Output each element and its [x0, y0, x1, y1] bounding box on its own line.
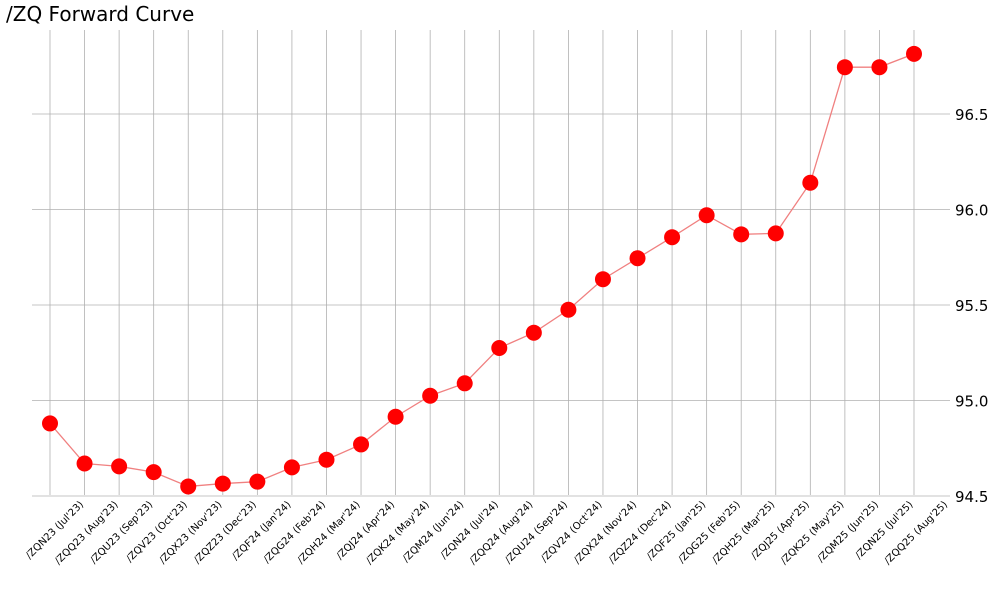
- data-point: [525, 324, 542, 341]
- x-tick-label: /ZQG25 (Feb'25): [676, 499, 742, 565]
- x-tick-label: /ZQV23 (Oct'23): [124, 499, 189, 564]
- x-tick-label: /ZQF25 (Jan'25): [645, 499, 708, 562]
- x-tick-label: /ZQV24 (Oct'24): [539, 499, 604, 564]
- y-tick-label: 94.5: [955, 488, 988, 506]
- data-point: [802, 174, 819, 191]
- series-line: [49, 53, 915, 488]
- y-tick-label: 95.0: [955, 393, 988, 411]
- x-tick-label: /ZQN23 (Jul'23): [24, 499, 86, 561]
- data-point: [629, 250, 646, 267]
- x-tick-label: /ZQM25 (Jun'25): [816, 499, 881, 564]
- data-point: [387, 408, 404, 425]
- x-tick-label: /ZQH24 (Mar'24): [296, 499, 363, 566]
- x-tick-label: /ZQZ23 (Dec'23): [192, 499, 259, 566]
- data-point: [456, 375, 473, 392]
- x-tick-label: /ZQQ23 (Aug'23): [53, 499, 121, 567]
- x-tick-label: /ZQU24 (Sep'24): [503, 499, 570, 566]
- data-point: [111, 458, 128, 475]
- x-tick-label: /ZQU23 (Sep'23): [88, 499, 155, 566]
- x-tick-label: /ZQK24 (May'24): [364, 499, 432, 567]
- data-point: [422, 387, 439, 404]
- x-tick-label: /ZQF24 (Jan'24): [230, 499, 293, 562]
- x-tick-label: /ZQJ24 (Apr'24): [335, 499, 398, 562]
- data-point: [836, 59, 853, 76]
- x-tick-label: /ZQQ25 (Aug'25): [882, 499, 950, 567]
- data-point: [664, 229, 681, 246]
- x-tick-label: /ZQQ24 (Aug'24): [468, 499, 536, 567]
- data-point: [767, 225, 784, 242]
- data-point: [733, 226, 750, 243]
- x-tick-label: /ZQJ25 (Apr'25): [749, 499, 812, 562]
- data-point: [42, 415, 58, 432]
- data-point: [214, 475, 231, 492]
- data-point: [906, 45, 922, 62]
- data-point: [560, 301, 577, 318]
- x-tick-label: /ZQX24 (Nov'24): [572, 499, 639, 566]
- data-point: [76, 455, 93, 472]
- x-tick-label: /ZQX23 (Nov'23): [157, 499, 224, 566]
- data-point: [180, 478, 197, 495]
- x-tick-label: /ZQZ24 (Dec'24): [607, 499, 674, 566]
- x-tick-label: /ZQG24 (Feb'24): [262, 499, 328, 565]
- x-tick-label: /ZQH25 (Mar'25): [710, 499, 777, 566]
- y-tick-label: 95.5: [955, 297, 988, 315]
- y-tick-label: 96.5: [955, 106, 988, 124]
- data-point: [871, 59, 888, 76]
- x-tick-label: /ZQK25 (May'25): [779, 499, 847, 567]
- y-tick-label: 96.0: [955, 202, 988, 220]
- data-point: [698, 207, 715, 224]
- data-point: [491, 339, 508, 356]
- x-tick-label: /ZQM24 (Jun'24): [401, 499, 466, 564]
- chart-title: /ZQ Forward Curve: [6, 2, 195, 26]
- data-point: [318, 451, 335, 468]
- data-point: [594, 271, 611, 288]
- data-point: [249, 473, 266, 490]
- data-point: [283, 459, 300, 476]
- data-point: [353, 436, 370, 453]
- data-point: [145, 464, 162, 481]
